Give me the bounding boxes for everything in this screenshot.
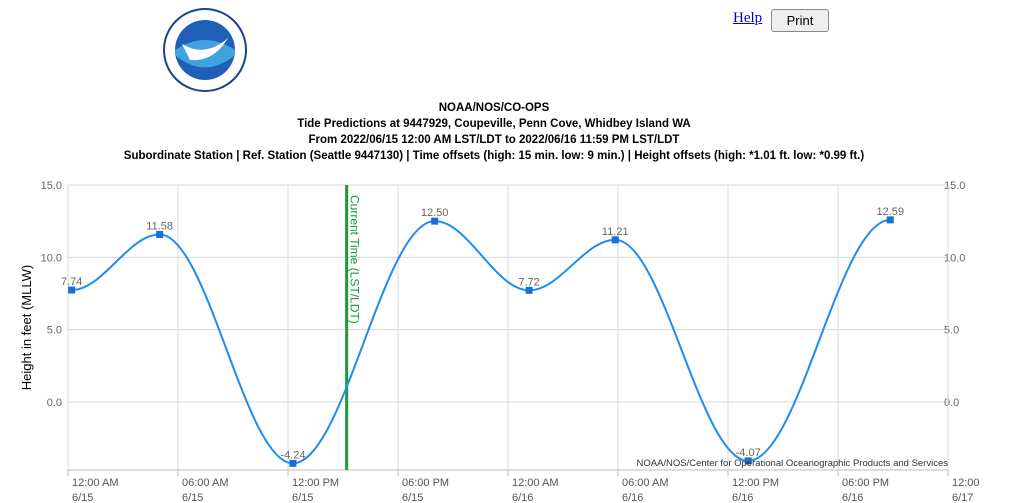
chart-title: Tide Predictions at 9447929, Coupeville,… <box>297 118 690 130</box>
y-tick-label: 0.0 <box>47 397 62 409</box>
credit: NOAA/NOS/Center for Operational Oceanogr… <box>636 458 948 469</box>
data-label: -4.24 <box>280 449 305 461</box>
marker <box>68 286 76 294</box>
x-tick-label: 12:00 PM 6/15 <box>292 477 340 503</box>
y2-tick-label: 0.0 <box>944 397 959 409</box>
help-link[interactable]: Help <box>733 10 763 26</box>
marker <box>156 230 164 238</box>
y-axis-label: Height in feet (MLLW) <box>19 265 34 390</box>
data-label: 12.59 <box>876 206 904 218</box>
y2-tick-label: 5.0 <box>944 325 959 337</box>
y2-tick-label: 10.0 <box>944 252 965 264</box>
noaa-logo <box>163 8 247 92</box>
print-button[interactable]: Print <box>771 9 829 32</box>
x-tick-label: 06:00 PM 6/15 <box>402 477 450 503</box>
x-tick-label: 12:00 AM 6/15 <box>72 477 119 503</box>
tide-line <box>71 218 891 465</box>
x-tick-label: 12:00 AM 6/16 <box>512 477 559 503</box>
data-label: 7.72 <box>518 276 539 288</box>
data-label: 12.50 <box>421 207 449 219</box>
y-tick-label: 5.0 <box>47 325 62 337</box>
marker <box>431 217 439 225</box>
marker <box>525 286 533 294</box>
y-tick-label: 15.0 <box>41 180 62 192</box>
marker <box>886 216 894 224</box>
x-tick-label: 06:00 PM 6/16 <box>842 477 890 503</box>
marker <box>744 457 752 465</box>
chart-title: Subordinate Station | Ref. Station (Seat… <box>124 150 865 162</box>
data-label: 11.21 <box>602 226 629 238</box>
chart-title: From 2022/06/15 12:00 AM LST/LDT to 2022… <box>309 134 680 146</box>
chart-title: NOAA/NOS/CO-OPS <box>439 102 550 114</box>
data-label: -4.07 <box>736 447 761 459</box>
current-time-label: Current Time (LST/LDT) <box>348 195 362 324</box>
data-label: 11.58 <box>146 220 173 232</box>
data-label: 7.74 <box>61 276 82 288</box>
marker <box>611 236 619 244</box>
x-tick-label: 12:00 6/17 <box>952 477 980 503</box>
marker <box>289 459 297 467</box>
x-tick-label: 06:00 AM 6/16 <box>622 477 669 503</box>
y-tick-label: 10.0 <box>41 252 62 264</box>
x-tick-label: 12:00 PM 6/16 <box>732 477 780 503</box>
x-tick-label: 06:00 AM 6/15 <box>182 477 229 503</box>
y2-tick-label: 15.0 <box>944 180 965 192</box>
